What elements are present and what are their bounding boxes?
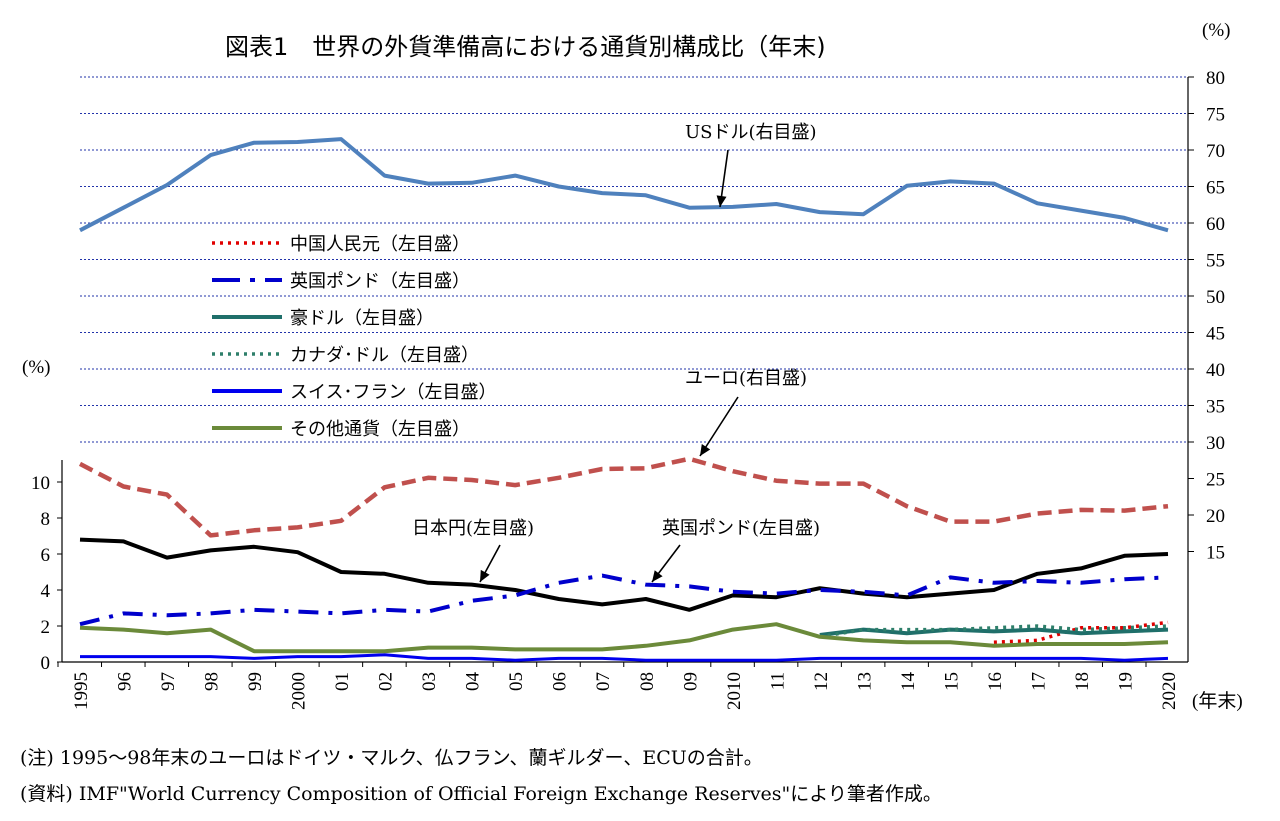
x-axis-tick-label: 01 xyxy=(332,672,353,691)
right-axis-tick-label: 65 xyxy=(1206,178,1225,199)
x-axis-tick-label: 02 xyxy=(376,672,397,691)
legend-label: 英国ポンド（左目盛） xyxy=(290,271,470,292)
x-axis-unit: (年末) xyxy=(1192,690,1243,712)
x-axis-tick-label: 13 xyxy=(854,672,875,691)
right-axis-tick-label: 55 xyxy=(1206,251,1225,272)
x-axis-tick-label: 96 xyxy=(115,672,136,691)
x-axis-tick-label: 19 xyxy=(1115,672,1136,691)
annotation-arrowhead xyxy=(480,569,490,582)
legend-label: スイス･フラン（左目盛） xyxy=(290,382,496,403)
x-axis-tick-label: 11 xyxy=(767,672,788,690)
series-line xyxy=(79,622,1169,654)
x-axis-tick-label: 97 xyxy=(158,672,179,691)
legend-label: 中国人民元（左目盛） xyxy=(290,234,470,255)
series-line xyxy=(993,620,1169,644)
x-axis-tick-label: 14 xyxy=(898,672,919,692)
x-axis-tick-label: 17 xyxy=(1028,672,1049,691)
left-axis-unit: (%) xyxy=(22,357,50,378)
currency-share-chart: 図表1 世界の外貨準備高における通貨別構成比（年末)(%)(%)(年末)1520… xyxy=(22,20,1243,712)
chart-title: 図表1 世界の外貨準備高における通貨別構成比（年末) xyxy=(225,33,826,61)
annotation-arrowhead xyxy=(652,570,663,582)
series-line xyxy=(79,573,1169,627)
right-axis-tick-label: 25 xyxy=(1206,470,1225,491)
x-axis-tick-label: 09 xyxy=(680,672,701,691)
x-axis-tick-label: 98 xyxy=(202,672,223,691)
right-axis-tick-label: 40 xyxy=(1206,360,1225,381)
legend-label: 豪ドル（左目盛） xyxy=(290,308,434,329)
x-axis-tick-label: 16 xyxy=(985,672,1006,691)
left-axis-tick-label: 6 xyxy=(41,545,51,566)
x-axis-tick-label: 03 xyxy=(419,672,440,691)
series-line xyxy=(79,137,1169,233)
annotation-label: USドル(右目盛) xyxy=(685,122,817,143)
left-axis-tick-label: 8 xyxy=(41,509,51,530)
x-axis-tick-label: 12 xyxy=(811,672,832,691)
right-axis-tick-label: 30 xyxy=(1206,433,1225,454)
x-axis-tick-label: 08 xyxy=(637,672,658,691)
left-axis-tick-label: 0 xyxy=(41,653,51,674)
right-axis-tick-label: 70 xyxy=(1206,141,1225,162)
x-axis-tick-label: 1995 xyxy=(71,672,92,710)
right-axis-tick-label: 50 xyxy=(1206,287,1225,308)
annotation-arrow xyxy=(699,396,739,457)
x-axis-tick-label: 04 xyxy=(463,672,484,692)
x-axis-tick-label: 99 xyxy=(245,672,266,691)
annotation-arrowhead xyxy=(716,195,727,207)
right-axis-unit: (%) xyxy=(1202,20,1230,41)
right-axis-tick-label: 20 xyxy=(1206,506,1225,527)
x-axis-tick-label: 07 xyxy=(593,672,614,691)
left-axis-tick-label: 4 xyxy=(41,581,51,602)
left-axis-tick-label: 10 xyxy=(31,473,50,494)
left-axis-tick-label: 2 xyxy=(41,617,51,638)
right-axis-tick-label: 45 xyxy=(1206,324,1225,345)
right-axis-tick-label: 15 xyxy=(1206,543,1225,564)
series-line xyxy=(78,456,1169,538)
annotation-label: 英国ポンド(左目盛) xyxy=(662,518,820,539)
x-axis-tick-label: 18 xyxy=(1072,672,1093,691)
series-line xyxy=(80,653,1169,662)
annotation-label: ユーロ(右目盛) xyxy=(685,368,807,389)
series-line xyxy=(819,624,1169,639)
footnote-note: (注) 1995～98年末のユーロはドイツ・マルク、仏フラン、蘭ギルダー、ECU… xyxy=(20,747,763,769)
x-axis-tick-label: 2010 xyxy=(724,672,745,710)
legend-label: その他通貨（左目盛） xyxy=(290,419,470,440)
x-axis-tick-label: 2000 xyxy=(289,672,310,710)
series-line xyxy=(79,537,1169,612)
series-line xyxy=(819,627,1169,637)
right-axis-tick-label: 80 xyxy=(1206,68,1225,89)
x-axis-tick-label: 2020 xyxy=(1159,672,1180,710)
right-axis-tick-label: 60 xyxy=(1206,214,1225,235)
right-axis-tick-label: 75 xyxy=(1206,105,1225,126)
x-axis-tick-label: 05 xyxy=(506,672,527,691)
x-axis-tick-label: 06 xyxy=(550,672,571,691)
legend-label: カナダ･ドル（左目盛） xyxy=(290,345,479,366)
right-axis-tick-label: 35 xyxy=(1206,397,1225,418)
annotation-arrowhead xyxy=(700,444,711,456)
x-axis-tick-label: 15 xyxy=(941,672,962,691)
annotation-label: 日本円(左目盛) xyxy=(412,518,534,539)
footnote-source: (資料) IMF"World Currency Composition of O… xyxy=(20,783,942,805)
